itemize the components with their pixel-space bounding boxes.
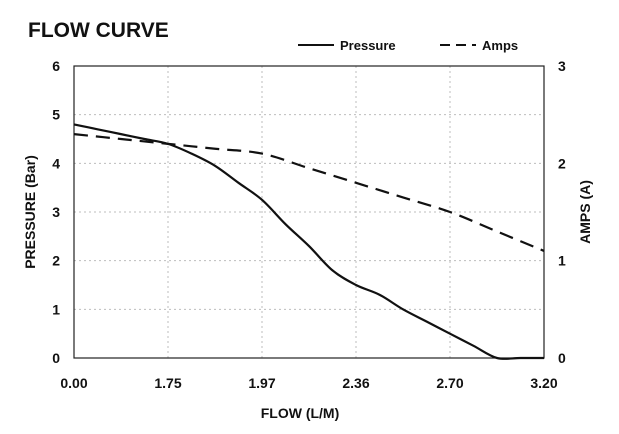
y-tick-label: 6 <box>52 58 60 74</box>
y-axis-left-ticks: 0 1 2 3 4 5 6 <box>52 58 60 366</box>
y-tick-label: 3 <box>52 204 60 220</box>
y-tick-label: 1 <box>52 301 60 317</box>
y-tick-label: 4 <box>52 155 60 171</box>
chart-title: FLOW CURVE <box>28 19 169 42</box>
plot-frame <box>73 65 545 359</box>
x-tick-label: 0.00 <box>60 375 87 391</box>
y-tick-label: 5 <box>52 107 60 123</box>
y2-axis-label: AMPS (A) <box>577 180 593 244</box>
legend-amps-label: Amps <box>482 38 518 53</box>
x-tick-label: 1.75 <box>154 375 181 391</box>
legend: Pressure Amps <box>298 38 518 53</box>
legend-pressure-label: Pressure <box>340 38 396 53</box>
y2-tick-label: 1 <box>558 253 566 269</box>
x-axis-ticks: 0.00 1.75 1.97 2.36 2.70 3.20 <box>60 375 557 391</box>
x-tick-label: 1.97 <box>248 375 275 391</box>
amps-series-line <box>73 133 545 252</box>
y-tick-label: 2 <box>52 253 60 269</box>
pressure-series-line <box>73 123 544 360</box>
y2-tick-label: 2 <box>558 155 566 171</box>
series-layer <box>73 123 545 360</box>
x-tick-label: 3.20 <box>530 375 557 391</box>
y2-tick-label: 0 <box>558 350 566 366</box>
x-tick-label: 2.70 <box>436 375 463 391</box>
x-tick-label: 2.36 <box>342 375 369 391</box>
x-axis-label: FLOW (L/M) <box>261 405 340 421</box>
gridlines <box>74 66 544 358</box>
y2-tick-label: 3 <box>558 58 566 74</box>
y-axis-label: PRESSURE (Bar) <box>22 155 38 269</box>
y-tick-label: 0 <box>52 350 60 366</box>
y-axis-right-ticks: 0 1 2 3 <box>558 58 566 366</box>
